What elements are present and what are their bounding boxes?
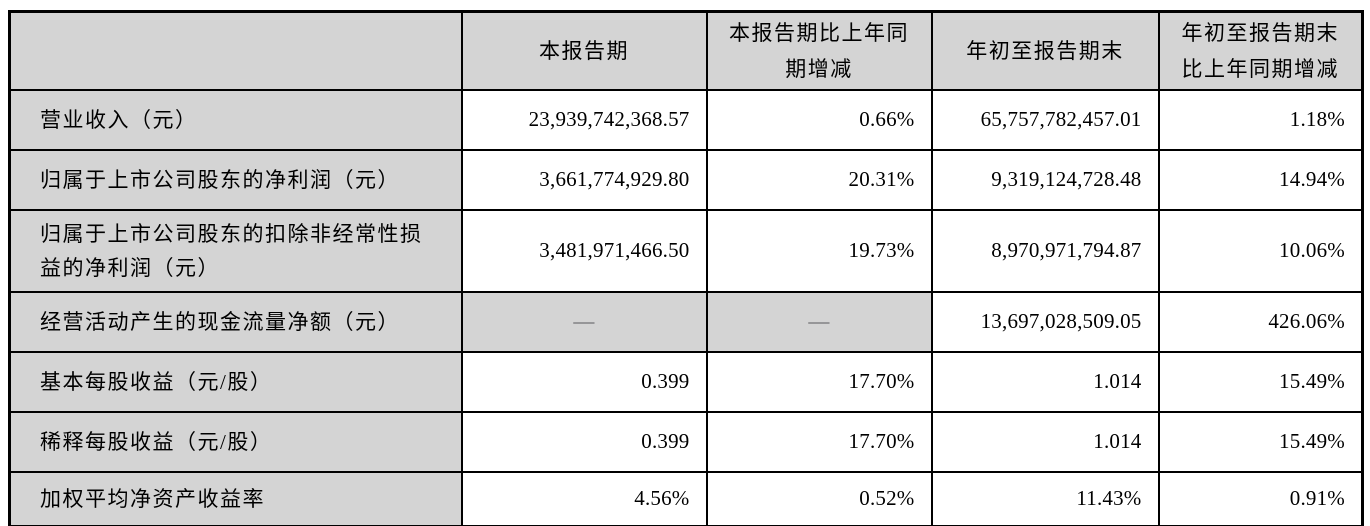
column-header-year-to-date-yoy-change: 年初至报告期末比上年同期增减 (1157, 10, 1364, 91)
table-row: 稀释每股收益（元/股） 0.399 17.70% 1.014 15.49% (8, 410, 1364, 473)
value-cell: 0.399 (460, 410, 708, 473)
empty-shaded-cell: — (460, 290, 708, 353)
financial-summary-table: 本报告期 本报告期比上年同期增减 年初至报告期末 年初至报告期末比上年同期增减 … (8, 10, 1364, 526)
value-cell: 19.73% (705, 208, 933, 293)
value-cell: 0.66% (705, 88, 933, 151)
table-row: 营业收入（元） 23,939,742,368.57 0.66% 65,757,782,… (8, 88, 1364, 151)
value-cell: 1.014 (930, 350, 1160, 413)
value-cell: 4.56% (460, 470, 708, 526)
value-cell: 23,939,742,368.57 (460, 88, 708, 151)
value-cell: 1.014 (930, 410, 1160, 473)
row-label: 稀释每股收益（元/股） (8, 410, 463, 473)
value-cell: 10.06% (1157, 208, 1364, 293)
column-header-current-period-yoy-change: 本报告期比上年同期增减 (705, 10, 933, 91)
value-cell: 11.43% (930, 470, 1160, 526)
value-cell: 20.31% (705, 148, 933, 211)
value-cell: 0.399 (460, 350, 708, 413)
table-body: 营业收入（元） 23,939,742,368.57 0.66% 65,757,782,… (8, 88, 1364, 526)
value-cell: 15.49% (1157, 410, 1364, 473)
table-row: 加权平均净资产收益率 4.56% 0.52% 11.43% 0.91% (8, 470, 1364, 526)
header-row: 本报告期 本报告期比上年同期增减 年初至报告期末 年初至报告期末比上年同期增减 (8, 10, 1364, 91)
table-row: 归属于上市公司股东的扣除非经常性损益的净利润（元） 3,481,971,466.5… (8, 208, 1364, 293)
value-cell: 3,481,971,466.50 (460, 208, 708, 293)
value-cell: 9,319,124,728.48 (930, 148, 1160, 211)
value-cell: 17.70% (705, 350, 933, 413)
table-row: 经营活动产生的现金流量净额（元） — —13,697,028,509.05 426.0… (8, 290, 1364, 353)
column-header-year-to-date: 年初至报告期末 (930, 10, 1160, 91)
row-label: 基本每股收益（元/股） (8, 350, 463, 413)
row-label: 归属于上市公司股东的扣除非经常性损益的净利润（元） (8, 208, 463, 293)
empty-shaded-cell: — (705, 290, 933, 353)
value-cell: 1.18% (1157, 88, 1364, 151)
row-label: 加权平均净资产收益率 (8, 470, 463, 526)
value-cell: 8,970,971,794.87 (930, 208, 1160, 293)
value-cell: 17.70% (705, 410, 933, 473)
column-header-current-period: 本报告期 (460, 10, 708, 91)
value-cell: 65,757,782,457.01 (930, 88, 1160, 151)
value-cell: 0.91% (1157, 470, 1364, 526)
table-row: 基本每股收益（元/股） 0.399 17.70% 1.014 15.49% (8, 350, 1364, 413)
table-row: 归属于上市公司股东的净利润（元） 3,661,774,929.80 20.31% 9,… (8, 148, 1364, 211)
value-cell: 0.52% (705, 470, 933, 526)
table-header: 本报告期 本报告期比上年同期增减 年初至报告期末 年初至报告期末比上年同期增减 (8, 10, 1364, 91)
value-cell: 3,661,774,929.80 (460, 148, 708, 211)
report-page: 本报告期 本报告期比上年同期增减 年初至报告期末 年初至报告期末比上年同期增减 … (0, 10, 1370, 526)
row-label: 经营活动产生的现金流量净额（元） (8, 290, 463, 353)
row-label: 归属于上市公司股东的净利润（元） (8, 148, 463, 211)
value-cell: 15.49% (1157, 350, 1364, 413)
row-label: 营业收入（元） (8, 88, 463, 151)
value-cell: 14.94% (1157, 148, 1364, 211)
column-header-metric (8, 10, 463, 91)
value-cell: 426.06% (1157, 290, 1364, 353)
value-cell: 13,697,028,509.05 (930, 290, 1160, 353)
